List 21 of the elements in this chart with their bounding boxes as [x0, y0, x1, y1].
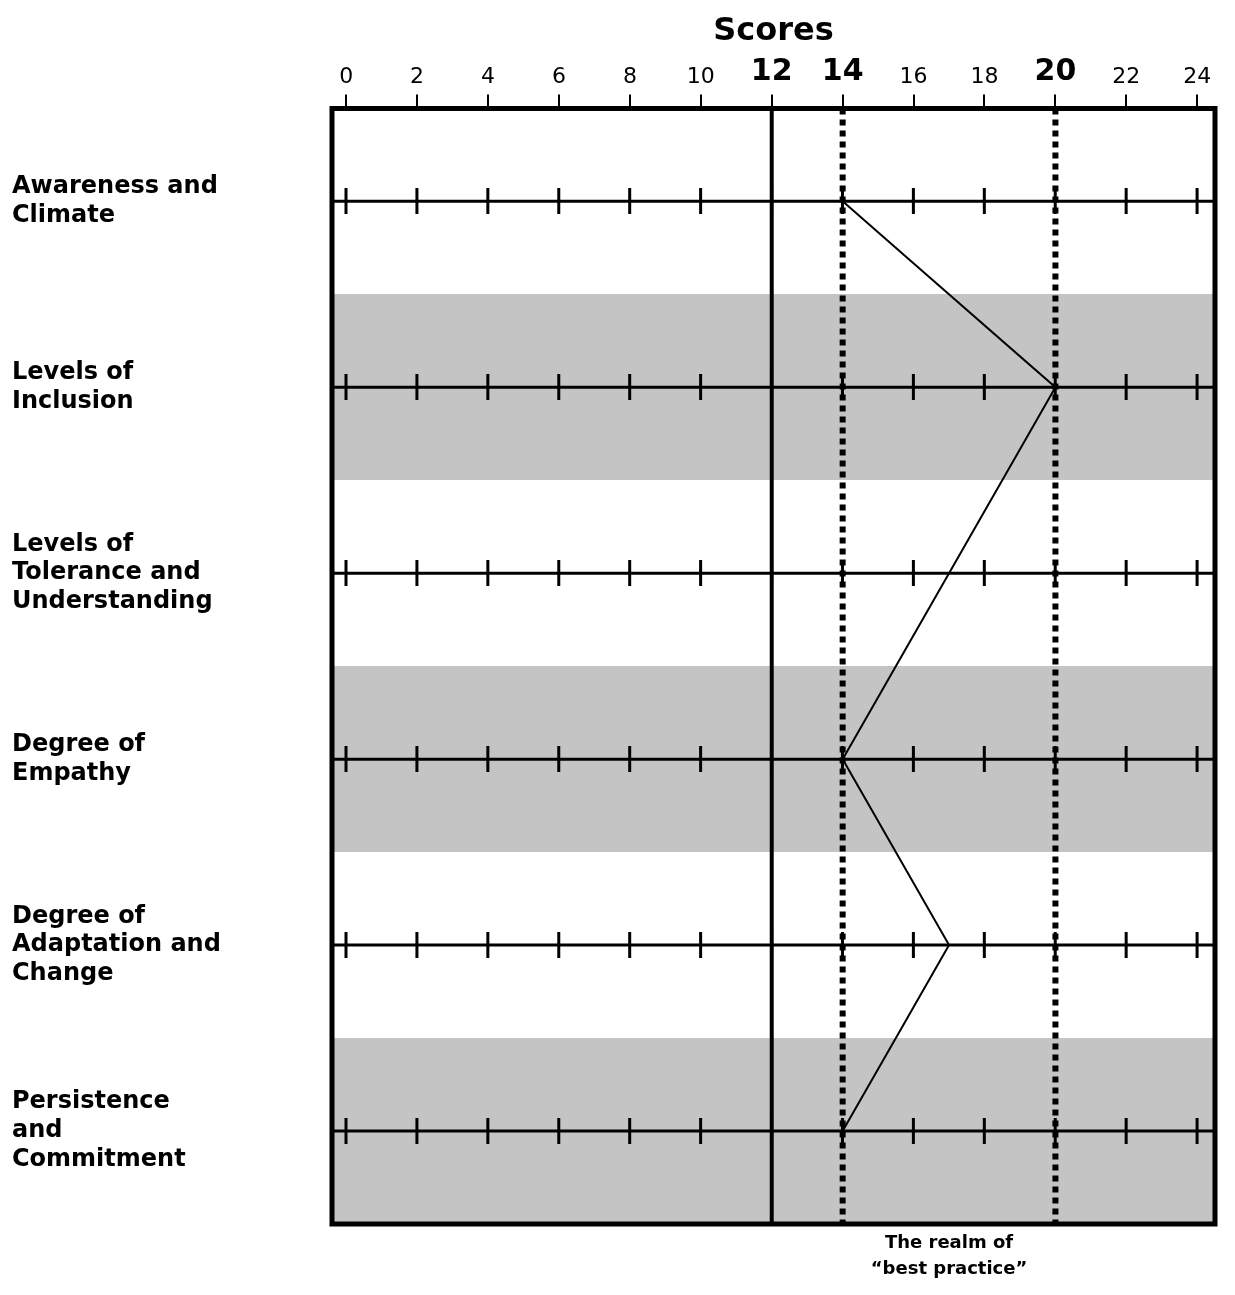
x-tick-label: 6 — [551, 62, 566, 88]
x-tick-label: 8 — [622, 62, 637, 88]
x-tick-label: 20 — [1034, 52, 1077, 88]
y-tick-label: Awareness and Climate — [12, 171, 218, 228]
y-tick-label: Levels of Inclusion — [12, 357, 134, 414]
x-tick-label: 16 — [899, 62, 928, 88]
x-tick-label: 4 — [481, 62, 496, 88]
y-tick-label: Levels of Tolerance and Understanding — [12, 528, 213, 615]
y-tick-label: Degree of Adaptation and Change — [12, 900, 221, 987]
x-tick-label: 24 — [1183, 62, 1212, 88]
x-tick-label: 22 — [1112, 62, 1141, 88]
y-tick-label: Degree of Empathy — [12, 729, 146, 786]
x-tick-label: 14 — [821, 52, 864, 88]
x-tick-label: 2 — [410, 62, 425, 88]
x-tick-label: 0 — [339, 62, 354, 88]
text: The realm of “best practice” — [870, 1230, 1028, 1278]
x-tick-label: 18 — [970, 62, 999, 88]
y-tick-label: Persistence and Commitment — [12, 1086, 186, 1173]
x-tick-label: 10 — [686, 62, 715, 88]
x-tick-label: 12 — [750, 52, 793, 88]
x-axis-title: Scores — [713, 9, 834, 48]
